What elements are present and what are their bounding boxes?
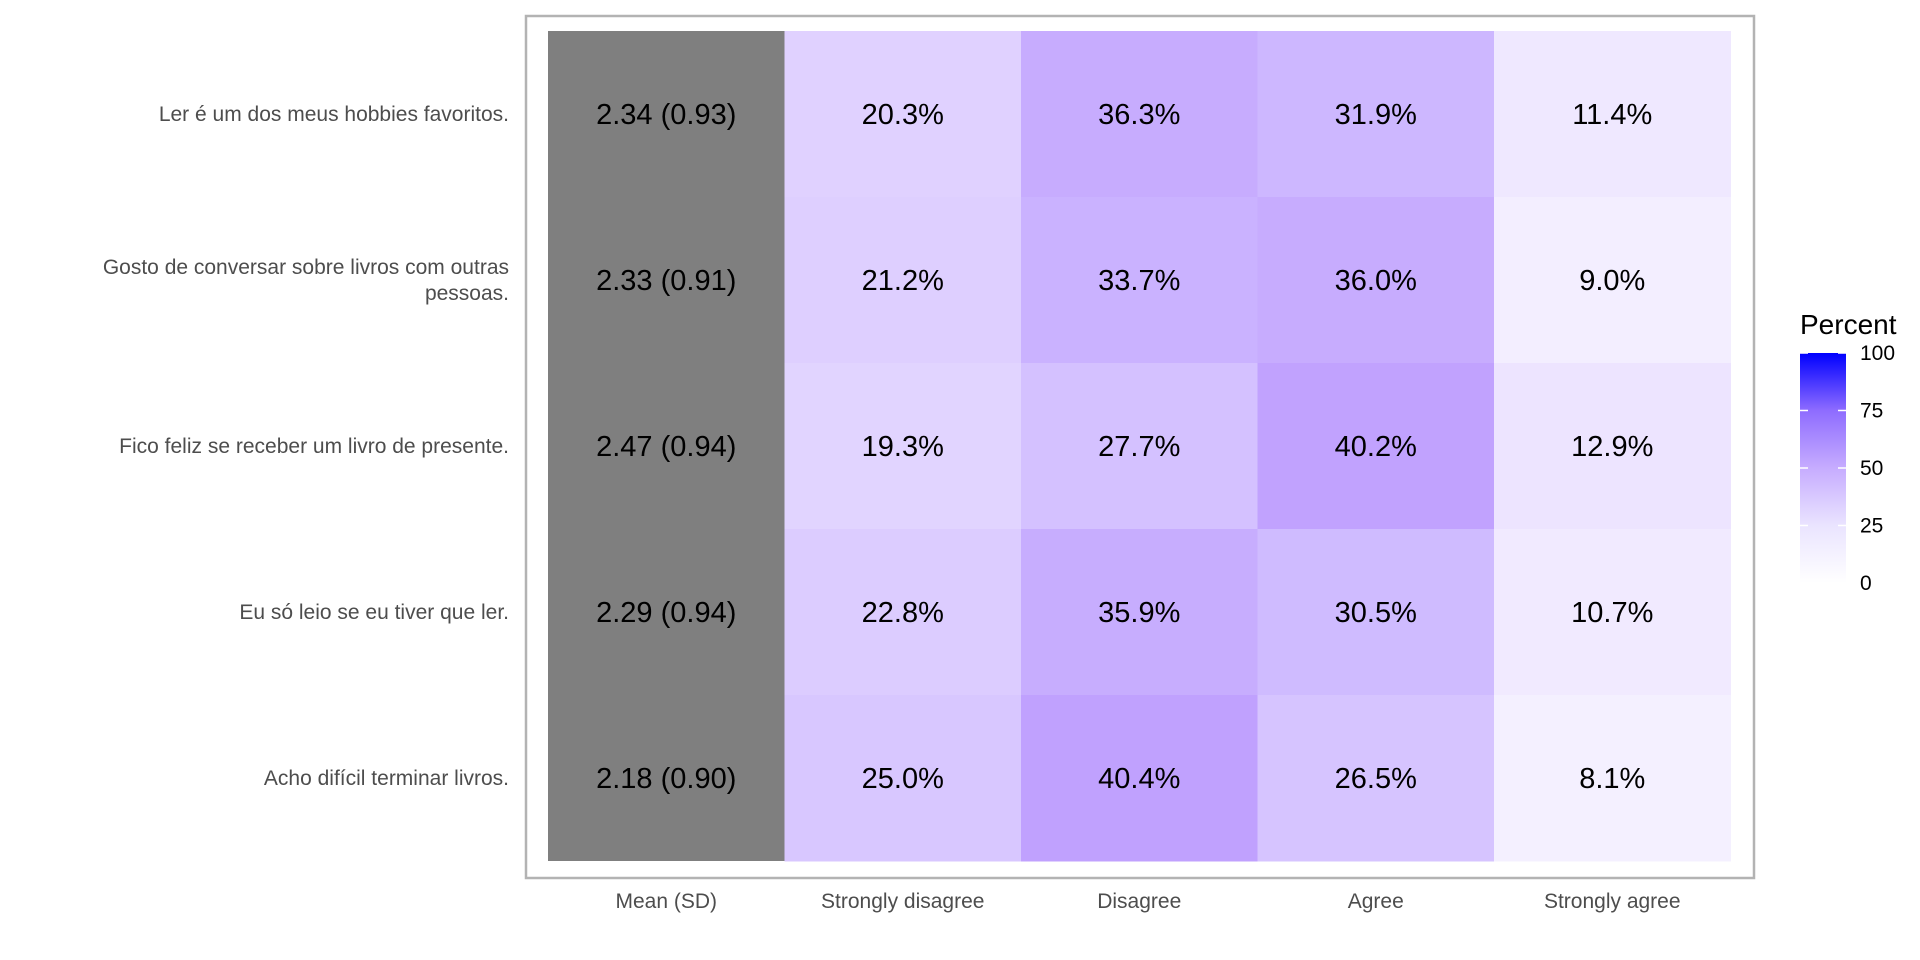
percent-value: 21.2%: [862, 265, 944, 297]
legend-tick-label: 100: [1860, 342, 1895, 365]
mean-cell: [548, 363, 785, 529]
percent-value: 36.3%: [1098, 99, 1180, 131]
mean-cell: [548, 529, 785, 695]
color-legend: Percent 0 25 50 75 100: [1800, 309, 1897, 595]
percent-cell: [1494, 197, 1731, 364]
row-labels: Ler é um dos meus hobbies favoritos. Gost…: [103, 103, 509, 790]
percent-cell: [1494, 363, 1731, 530]
column-label: Strongly disagree: [821, 890, 984, 913]
percent-value: 27.7%: [1098, 431, 1180, 463]
percent-cell: [1257, 529, 1495, 696]
percent-value: 22.8%: [862, 597, 944, 629]
row-label: Eu só leio se eu tiver que ler.: [239, 601, 509, 624]
percent-value: 40.2%: [1335, 431, 1417, 463]
percent-value: 8.1%: [1579, 763, 1645, 795]
percent-value: 20.3%: [862, 99, 944, 131]
percent-value: 30.5%: [1335, 597, 1417, 629]
panel-border: [524, 14, 1756, 880]
percent-cell: [784, 529, 1022, 696]
percent-cell: [1494, 529, 1731, 696]
column-label: Disagree: [1097, 890, 1181, 913]
legend-tick-label: 75: [1860, 400, 1883, 423]
mean-cell: [548, 197, 785, 363]
column-label: Strongly agree: [1544, 890, 1681, 913]
legend-tick-label: 0: [1860, 572, 1872, 595]
percent-value: 40.4%: [1098, 763, 1180, 795]
mean-sd-value: 2.29 (0.94): [596, 597, 736, 629]
percent-value: 33.7%: [1098, 265, 1180, 297]
percent-cell: [1021, 363, 1258, 530]
percent-cell: [1494, 695, 1731, 862]
percent-cell: [1257, 695, 1495, 862]
percent-cell: [784, 695, 1022, 862]
column-label: Agree: [1348, 890, 1404, 913]
column-label: Mean (SD): [615, 890, 717, 913]
percent-cell: [1257, 363, 1495, 530]
percent-cell: [784, 197, 1022, 364]
percent-value: 19.3%: [862, 431, 944, 463]
percent-cell: [1494, 31, 1731, 198]
legend-tick-label: 25: [1860, 515, 1883, 538]
mean-sd-value: 2.47 (0.94): [596, 431, 736, 463]
mean-cell: [548, 31, 785, 197]
percent-cell: [784, 31, 1022, 198]
row-label: Ler é um dos meus hobbies favoritos.: [159, 103, 509, 126]
percent-cell: [1257, 31, 1495, 198]
mean-sd-value: 2.33 (0.91): [596, 265, 736, 297]
percent-cell: [1021, 31, 1258, 198]
mean-sd-value: 2.18 (0.90): [596, 763, 736, 795]
percent-value: 11.4%: [1572, 99, 1652, 131]
percent-cell: [1021, 695, 1258, 862]
row-label: Gosto de conversar sobre livros com outr…: [103, 256, 509, 305]
legend-tick-label: 50: [1860, 457, 1883, 480]
percent-value: 12.9%: [1571, 431, 1653, 463]
percent-cell: [784, 363, 1022, 530]
percent-cell: [1021, 197, 1258, 364]
mean-cell: [548, 695, 785, 861]
column-labels: Mean (SD) Strongly disagree Disagree Agree S…: [615, 890, 1680, 913]
row-label: Fico feliz se receber um livro de presen…: [119, 435, 509, 458]
percent-value: 36.0%: [1335, 265, 1417, 297]
percent-value: 26.5%: [1335, 763, 1417, 795]
mean-sd-value: 2.34 (0.93): [596, 99, 736, 131]
percent-cell: [1021, 529, 1258, 696]
percent-cell: [1257, 197, 1495, 364]
percent-value: 25.0%: [862, 763, 944, 795]
heatmap-cells: 2.34 (0.93) 20.3% 36.3% 31.9% 11.4% 2.33 (0.9…: [548, 31, 1731, 862]
percent-value: 35.9%: [1098, 597, 1180, 629]
percent-value: 31.9%: [1335, 99, 1417, 131]
percent-value: 9.0%: [1579, 265, 1645, 297]
legend-title: Percent: [1800, 309, 1897, 340]
row-label: Acho difícil terminar livros.: [264, 767, 509, 790]
percent-value: 10.7%: [1571, 597, 1653, 629]
legend-ticks: 0 25 50 75 100: [1800, 342, 1895, 595]
